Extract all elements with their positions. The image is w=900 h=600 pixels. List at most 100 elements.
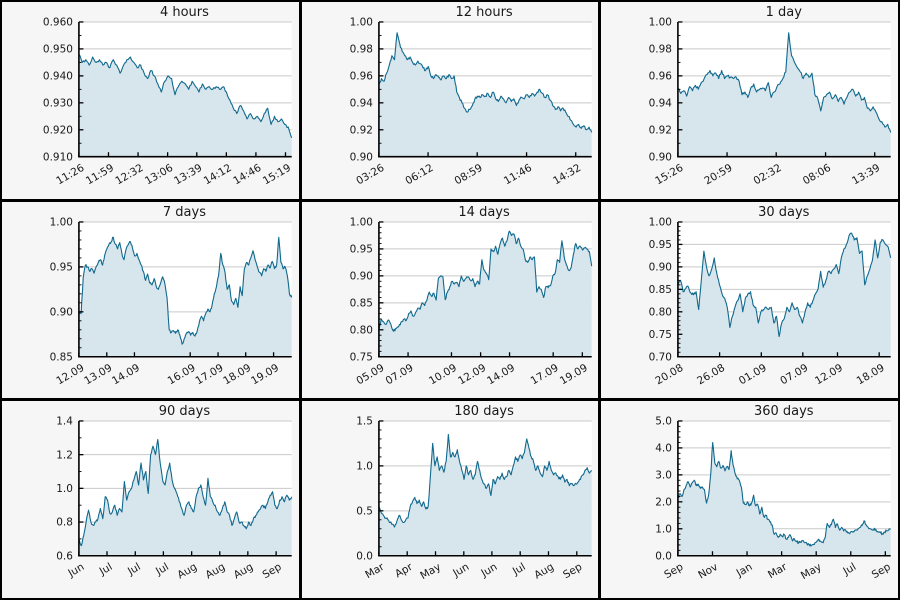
svg-text:07.09: 07.09 — [779, 362, 811, 387]
svg-text:14.09: 14.09 — [110, 362, 142, 387]
svg-text:12.09: 12.09 — [813, 362, 845, 387]
svg-text:08:59: 08:59 — [452, 162, 484, 187]
svg-text:1.00: 1.00 — [349, 216, 372, 228]
svg-text:0.94: 0.94 — [649, 97, 673, 109]
svg-text:1.0: 1.0 — [356, 461, 373, 473]
svg-text:12:32: 12:32 — [113, 162, 145, 187]
svg-text:18.09: 18.09 — [855, 362, 887, 387]
svg-text:0.5: 0.5 — [356, 506, 373, 518]
svg-text:0.950: 0.950 — [43, 44, 73, 56]
svg-text:19.09: 19.09 — [249, 362, 281, 387]
svg-text:Sep: Sep — [663, 561, 686, 581]
svg-text:14:32: 14:32 — [551, 162, 583, 187]
svg-text:3.0: 3.0 — [656, 470, 673, 482]
svg-text:13:39: 13:39 — [850, 162, 882, 187]
chart-title: 12 hours — [455, 5, 513, 20]
svg-text:14.09: 14.09 — [485, 362, 517, 387]
chart-plot-360-days: 0.0 1.0 2.0 3.0 4.0 5.0 Sep Nov Jan Mar May Jul Sep — [656, 416, 894, 583]
svg-text:17.09: 17.09 — [528, 362, 560, 387]
svg-text:0.75: 0.75 — [349, 351, 372, 363]
svg-text:13.09: 13.09 — [82, 362, 114, 387]
svg-text:5.0: 5.0 — [656, 416, 673, 428]
chart-cell-360-days: 360 days 0.0 1.0 2.0 3.0 4.0 5.0 Sep Nov Jan Mar M… — [601, 401, 898, 598]
svg-text:11:26: 11:26 — [54, 162, 86, 187]
svg-text:0.90: 0.90 — [349, 270, 372, 282]
svg-text:Mar: Mar — [766, 561, 790, 582]
svg-text:1.00: 1.00 — [50, 216, 73, 228]
svg-text:05.09: 05.09 — [354, 362, 386, 387]
svg-text:15:19: 15:19 — [261, 162, 293, 187]
svg-text:01.09: 01.09 — [737, 362, 769, 387]
svg-text:4.0: 4.0 — [656, 443, 673, 455]
svg-text:18.09: 18.09 — [221, 362, 253, 387]
svg-text:12.09: 12.09 — [456, 362, 488, 387]
svg-text:May: May — [799, 561, 824, 582]
chart-cell-1-day: 1 day 0.90 0.92 0.94 0.96 0.98 1.00 15:26 20:59… — [601, 2, 898, 199]
svg-text:0.80: 0.80 — [349, 324, 372, 336]
svg-text:Jan: Jan — [734, 561, 755, 580]
svg-text:Aug: Aug — [204, 561, 228, 582]
svg-text:0.85: 0.85 — [349, 297, 372, 309]
svg-text:Jul: Jul — [841, 561, 859, 578]
svg-text:0.92: 0.92 — [649, 124, 672, 136]
chart-title: 4 hours — [159, 5, 209, 20]
chart-title: 180 days — [454, 404, 514, 420]
svg-text:0.920: 0.920 — [43, 124, 73, 136]
svg-text:0.96: 0.96 — [649, 70, 672, 82]
svg-text:0.90: 0.90 — [349, 151, 372, 163]
svg-text:0.85: 0.85 — [50, 351, 73, 363]
svg-text:13:39: 13:39 — [172, 162, 204, 187]
svg-text:Mar: Mar — [363, 561, 387, 582]
svg-text:0.96: 0.96 — [349, 70, 372, 82]
svg-text:Jul: Jul — [510, 561, 528, 578]
svg-text:12.09: 12.09 — [54, 362, 86, 387]
chart-plot-4-hours: 0.910 0.920 0.930 0.940 0.950 0.960 11:2611:59… — [43, 17, 293, 188]
svg-text:07.09: 07.09 — [383, 362, 415, 387]
svg-text:0.95: 0.95 — [649, 239, 672, 251]
svg-text:06:12: 06:12 — [403, 162, 435, 187]
chart-plot-30-days: 0.70 0.75 0.80 0.85 0.90 0.95 1.00 20.08 26.08 01… — [649, 216, 892, 387]
svg-text:0.90: 0.90 — [50, 306, 73, 318]
svg-text:16.09: 16.09 — [166, 362, 198, 387]
svg-text:0.92: 0.92 — [349, 124, 372, 136]
svg-text:Jun: Jun — [65, 561, 86, 580]
chart-title: 14 days — [458, 204, 510, 220]
svg-text:Sep: Sep — [870, 561, 893, 581]
svg-text:0.85: 0.85 — [649, 284, 672, 296]
svg-text:1.0: 1.0 — [656, 524, 673, 536]
svg-text:1.2: 1.2 — [56, 450, 73, 462]
svg-text:02:32: 02:32 — [752, 162, 784, 187]
chart-plot-180-days: 0.0 0.5 1.0 1.5 Mar Apr May Jun Jun Jul Aug Sep — [356, 416, 592, 582]
svg-text:20.08: 20.08 — [654, 362, 686, 387]
svg-text:0.0: 0.0 — [656, 551, 673, 563]
svg-text:0.960: 0.960 — [43, 17, 73, 29]
svg-text:1.00: 1.00 — [649, 17, 672, 29]
svg-text:19.09: 19.09 — [557, 362, 589, 387]
svg-text:Jul: Jul — [125, 561, 143, 578]
svg-text:0.75: 0.75 — [649, 329, 672, 341]
svg-text:26.08: 26.08 — [695, 362, 727, 387]
svg-text:0.930: 0.930 — [43, 97, 73, 109]
chart-plot-12-hours: 0.90 0.92 0.94 0.96 0.98 1.00 03:26 06:12 08:59 1… — [349, 17, 592, 187]
svg-text:14:12: 14:12 — [202, 162, 234, 187]
svg-text:1.0: 1.0 — [56, 483, 73, 495]
chart-title: 7 days — [162, 204, 206, 220]
chart-cell-30-days: 30 days 0.70 0.75 0.80 0.85 0.90 0.95 1.00 20.0… — [601, 201, 898, 399]
svg-text:0.98: 0.98 — [649, 44, 672, 56]
chart-cell-7-days: 7 days 0.85 0.90 0.95 1.00 12.09 13.09 14.09 16… — [2, 201, 299, 399]
svg-text:0.98: 0.98 — [349, 44, 372, 56]
svg-text:0.80: 0.80 — [649, 306, 672, 318]
chart-cell-180-days: 180 days 0.0 0.5 1.0 1.5 Mar Apr May Jun Jun Jul A… — [301, 401, 599, 598]
svg-text:03:26: 03:26 — [354, 162, 386, 187]
svg-text:1.00: 1.00 — [649, 216, 672, 228]
svg-text:0.95: 0.95 — [349, 243, 372, 255]
svg-text:0.910: 0.910 — [43, 151, 73, 163]
svg-text:Nov: Nov — [697, 561, 721, 582]
svg-text:0.940: 0.940 — [43, 70, 73, 82]
svg-text:Jul: Jul — [97, 561, 115, 578]
chart-cell-14-days: 14 days 0.75 0.80 0.85 0.90 0.95 1.00 05.09 07.… — [301, 201, 599, 399]
svg-text:Aug: Aug — [532, 561, 556, 582]
